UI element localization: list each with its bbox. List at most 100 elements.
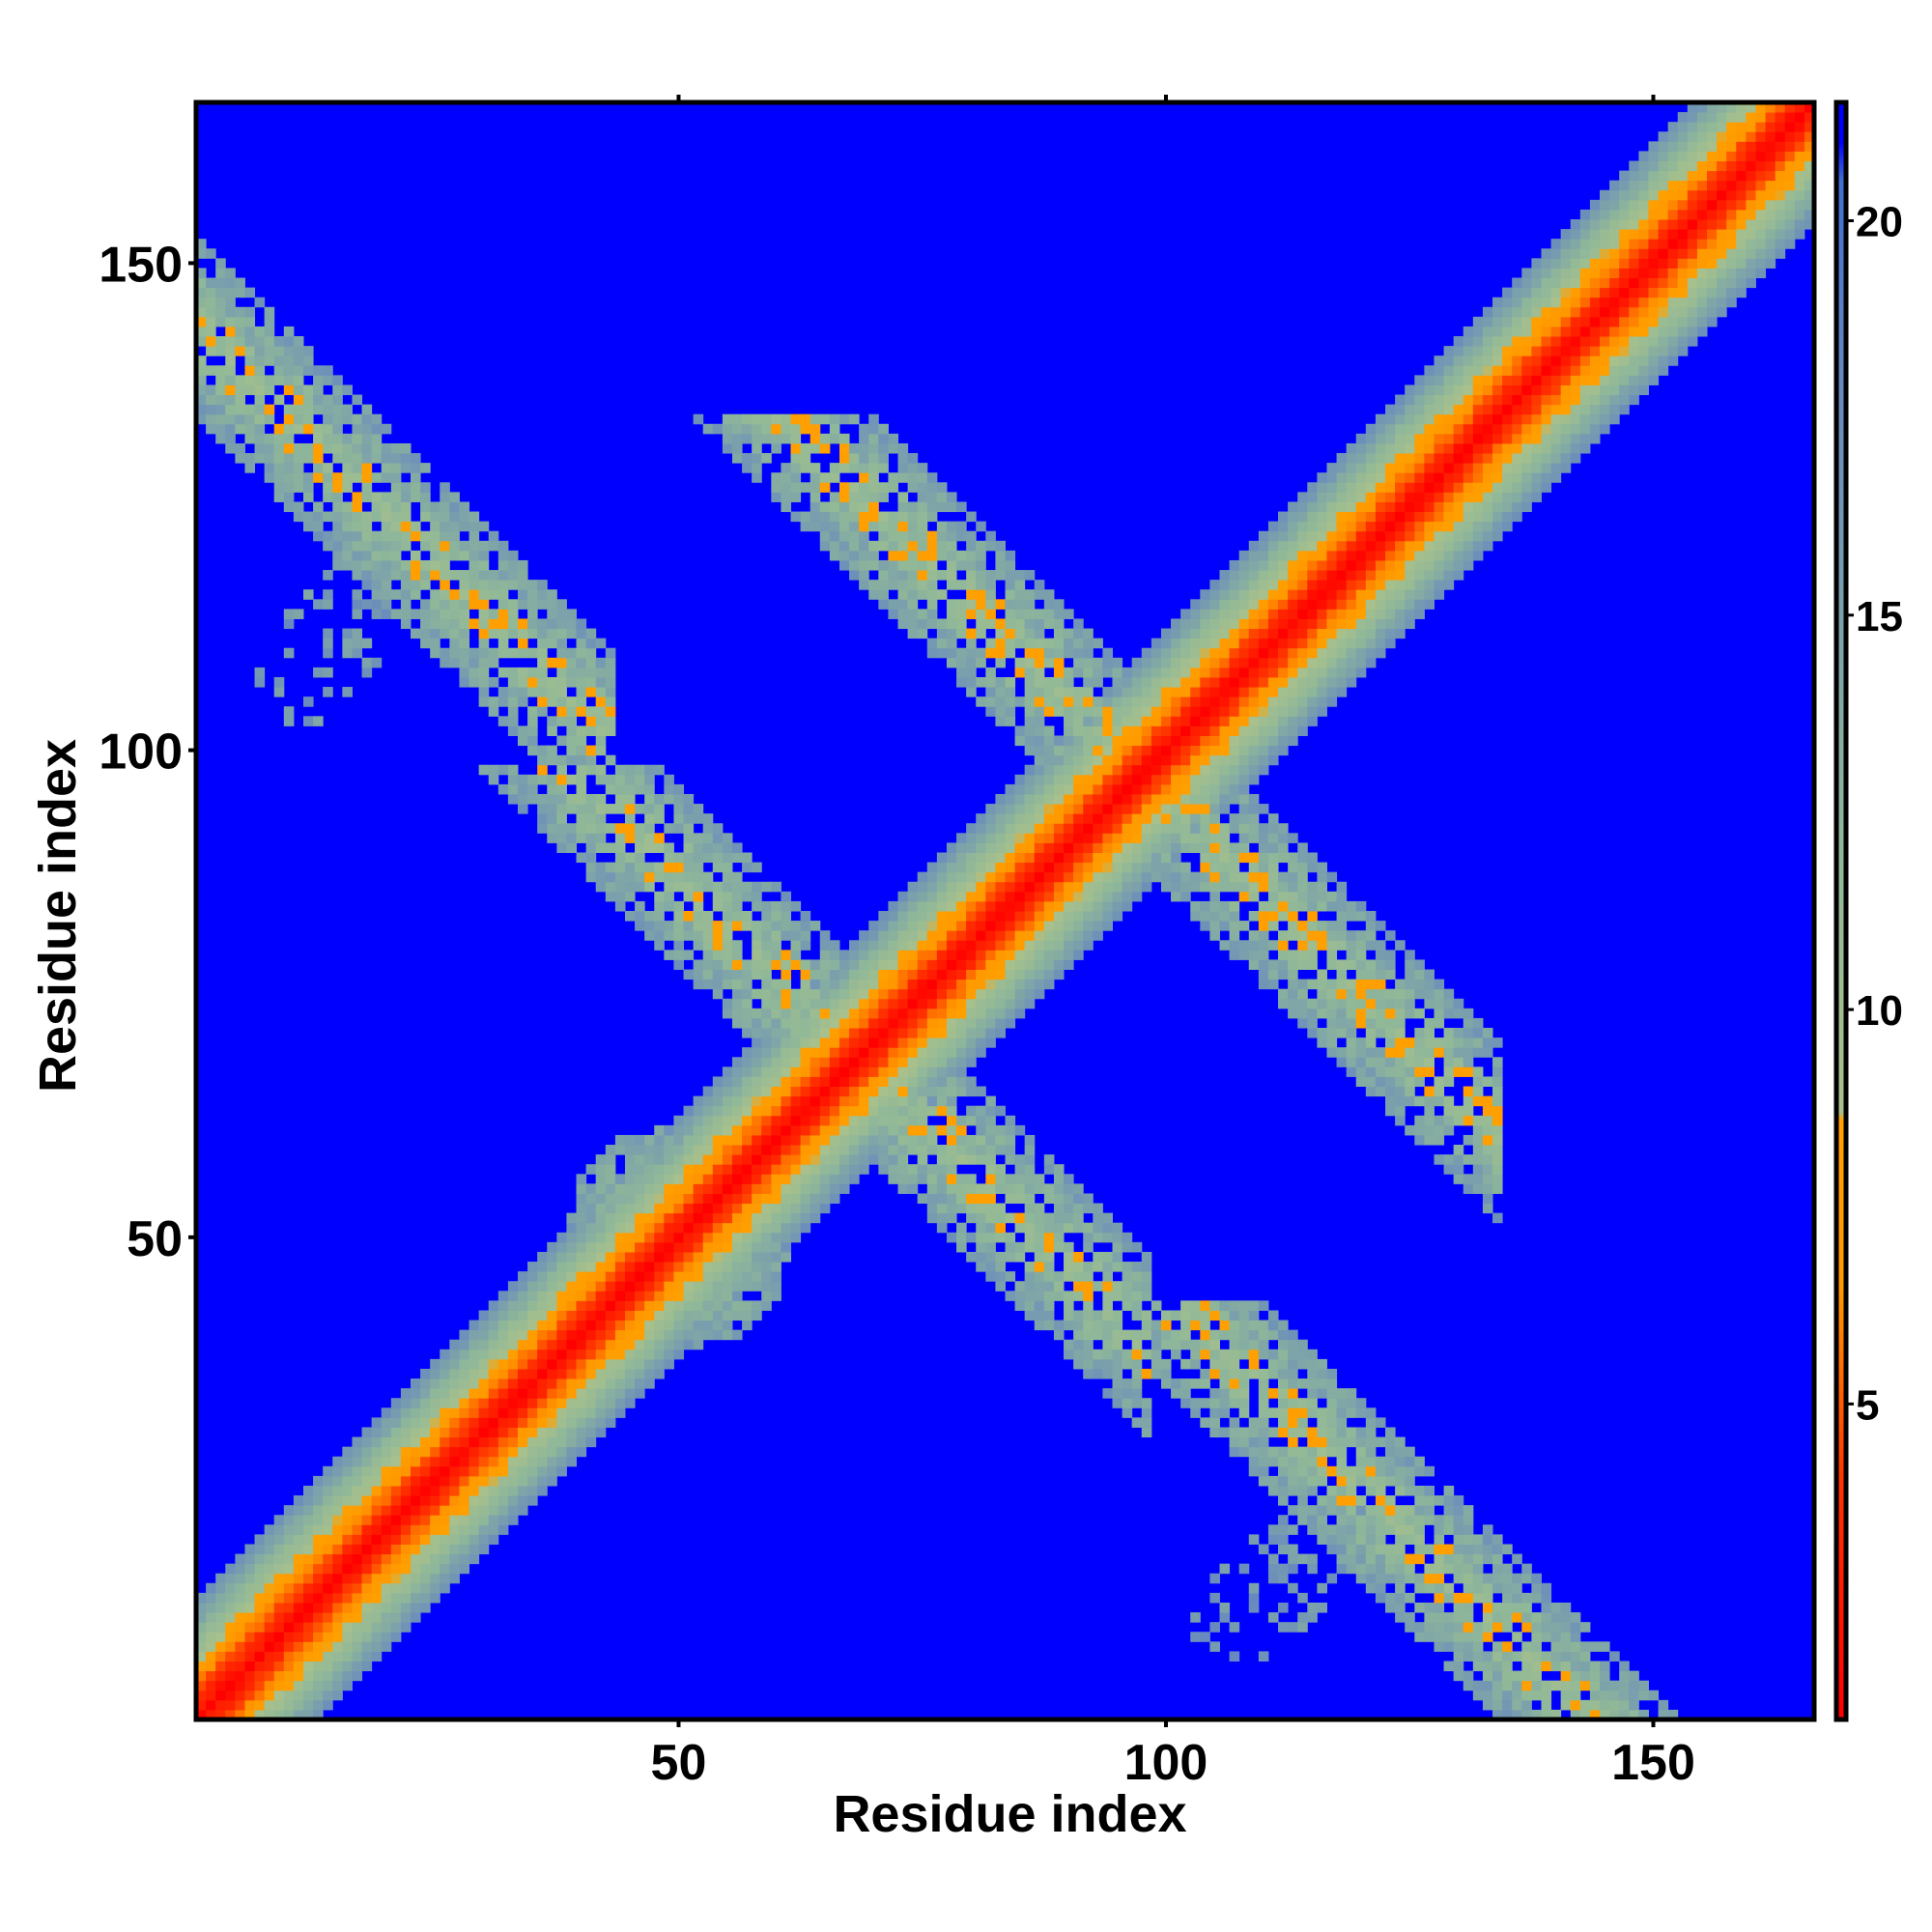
heatmap-cell bbox=[1209, 852, 1220, 864]
heatmap-cell bbox=[313, 1602, 324, 1613]
heatmap-cell bbox=[371, 1641, 383, 1652]
heatmap-cell bbox=[585, 1358, 597, 1370]
heatmap-cell bbox=[712, 1086, 724, 1097]
heatmap-cell bbox=[1190, 687, 1201, 697]
heatmap-cell bbox=[752, 959, 762, 970]
heatmap-cell bbox=[1151, 871, 1162, 883]
heatmap-cell bbox=[654, 793, 665, 805]
heatmap-cell bbox=[946, 1086, 957, 1097]
heatmap-cell bbox=[1112, 1358, 1123, 1370]
heatmap-cell bbox=[342, 472, 353, 483]
heatmap-cell bbox=[449, 550, 460, 561]
heatmap-cell bbox=[907, 511, 919, 523]
heatmap-cell bbox=[742, 1262, 753, 1272]
heatmap-cell bbox=[1238, 745, 1250, 756]
heatmap-cell bbox=[1141, 813, 1152, 824]
heatmap-cell bbox=[624, 1134, 636, 1146]
heatmap-cell bbox=[332, 1475, 343, 1487]
heatmap-cell bbox=[995, 1134, 1006, 1146]
heatmap-cell bbox=[1083, 1262, 1094, 1272]
heatmap-cell bbox=[985, 1222, 996, 1234]
heatmap-cell bbox=[878, 570, 889, 581]
heatmap-cell bbox=[293, 1553, 304, 1565]
heatmap-cell bbox=[1083, 1241, 1094, 1253]
heatmap-cell bbox=[517, 1349, 528, 1360]
heatmap-cell bbox=[673, 1174, 685, 1184]
heatmap-cell bbox=[976, 1124, 986, 1136]
heatmap-cell bbox=[283, 1622, 295, 1633]
heatmap-cell bbox=[1014, 969, 1026, 980]
heatmap-cell bbox=[323, 423, 333, 435]
heatmap-cell bbox=[507, 550, 519, 561]
heatmap-cell bbox=[1043, 1262, 1055, 1272]
heatmap-cell bbox=[313, 501, 324, 513]
heatmap-cell bbox=[790, 998, 802, 1009]
heatmap-cell bbox=[907, 482, 919, 493]
heatmap-cell bbox=[400, 1436, 412, 1448]
heatmap-cell bbox=[917, 911, 928, 922]
heatmap-cell bbox=[926, 501, 938, 513]
heatmap-cell bbox=[1024, 969, 1036, 980]
heatmap-cell bbox=[926, 570, 938, 581]
heatmap-cell bbox=[1014, 1251, 1026, 1263]
heatmap-cell bbox=[332, 1622, 343, 1633]
heatmap-cell bbox=[1122, 764, 1133, 776]
heatmap-cell bbox=[206, 287, 216, 298]
heatmap-cell bbox=[800, 1037, 811, 1048]
heatmap-cell bbox=[371, 1417, 383, 1428]
heatmap-cell bbox=[956, 647, 967, 659]
heatmap-cell bbox=[888, 1047, 899, 1058]
heatmap-cell bbox=[946, 530, 957, 542]
heatmap-cell bbox=[342, 1582, 353, 1594]
heatmap-cell bbox=[576, 1310, 587, 1321]
heatmap-cell bbox=[742, 1028, 753, 1038]
heatmap-cell bbox=[644, 833, 655, 843]
heatmap-cell bbox=[1102, 754, 1113, 766]
heatmap-cell bbox=[635, 881, 645, 893]
heatmap-cell bbox=[400, 1456, 412, 1467]
heatmap-cell bbox=[878, 599, 889, 610]
heatmap-cell bbox=[819, 1008, 831, 1019]
heatmap-cell bbox=[293, 413, 304, 425]
heatmap-cell bbox=[1278, 1378, 1289, 1389]
heatmap-cell bbox=[1083, 706, 1094, 717]
heatmap-cell bbox=[1083, 793, 1094, 805]
heatmap-cell bbox=[585, 667, 597, 678]
heatmap-cell bbox=[605, 1262, 616, 1272]
heatmap-cell bbox=[595, 1388, 607, 1399]
heatmap-cell bbox=[838, 1095, 850, 1107]
heatmap-cell bbox=[1209, 599, 1220, 610]
heatmap-cell bbox=[761, 1124, 772, 1136]
heatmap-cell bbox=[819, 1037, 831, 1048]
heatmap-cell bbox=[731, 1105, 743, 1117]
heatmap-cell bbox=[829, 1145, 840, 1155]
heatmap-cell bbox=[1131, 1329, 1143, 1341]
heatmap-cell bbox=[469, 1358, 480, 1370]
heatmap-cell bbox=[819, 1028, 831, 1038]
heatmap-cell bbox=[654, 1368, 665, 1379]
heatmap-cell bbox=[966, 657, 977, 668]
heatmap-cell bbox=[1122, 783, 1133, 795]
heatmap-cell bbox=[547, 696, 557, 707]
heatmap-cell bbox=[976, 1203, 986, 1214]
heatmap-cell bbox=[576, 783, 587, 795]
heatmap-cell bbox=[926, 647, 938, 659]
heatmap-cell bbox=[956, 676, 967, 688]
heatmap-cell bbox=[1034, 930, 1045, 941]
heatmap-cell bbox=[1141, 833, 1152, 843]
heatmap-cell bbox=[1073, 638, 1084, 649]
heatmap-cell bbox=[566, 647, 578, 659]
heatmap-cell bbox=[1112, 783, 1123, 795]
heatmap-cell bbox=[254, 326, 266, 337]
heatmap-cell bbox=[264, 1680, 275, 1691]
heatmap-cell bbox=[381, 1475, 392, 1487]
heatmap-cell bbox=[1073, 735, 1084, 747]
heatmap-cell bbox=[605, 1417, 616, 1428]
heatmap-cell bbox=[196, 1651, 207, 1662]
heatmap-cell bbox=[664, 1291, 674, 1301]
heatmap-cell bbox=[1151, 842, 1162, 853]
heatmap-cell bbox=[1209, 1398, 1220, 1408]
heatmap-cell bbox=[449, 1417, 460, 1428]
heatmap-cell bbox=[1258, 580, 1269, 590]
heatmap-cell bbox=[225, 1661, 236, 1672]
